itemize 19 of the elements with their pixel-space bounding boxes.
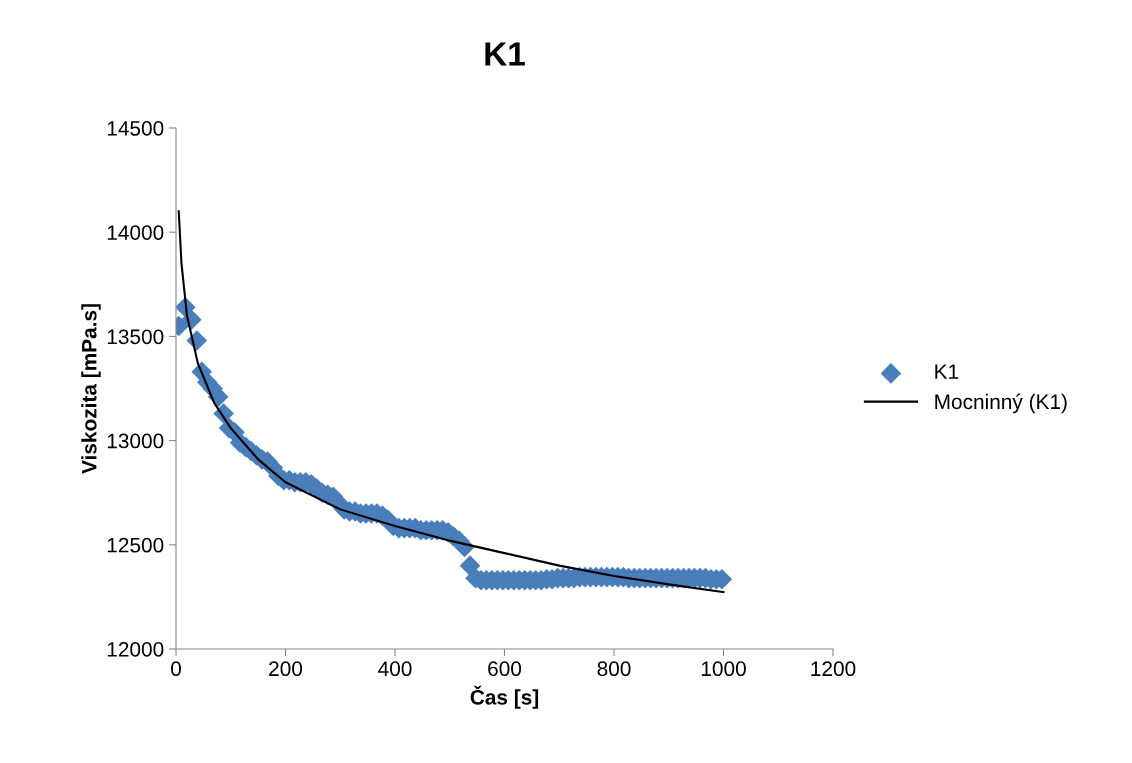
y-tick-label: 13500 [107,329,164,345]
line-series [177,210,725,594]
y-tick-label: 12000 [107,642,164,657]
y-tick-label: 13000 [107,433,164,449]
y-axis-title: Viskozita [mPa.s] [81,304,101,474]
x-tick-label: 800 [597,661,631,677]
x-tick-label: 0 [171,661,181,677]
x-axis-title: Čas [s] [470,685,539,709]
y-tick-label: 14000 [107,225,164,240]
x-tick-label: 200 [269,661,303,677]
x-tick-label: 600 [488,661,522,677]
x-tick-label: 1000 [701,661,746,677]
y-tick-label: 14500 [107,121,164,136]
chart-title: K1 [485,42,525,66]
y-tick-label: 12500 [107,537,164,553]
legend-label: K1 [935,364,959,379]
x-tick-label: 400 [378,661,412,677]
x-tick-label: 1200 [811,661,856,677]
legend-label: Mocninný (K1) [935,393,1067,414]
